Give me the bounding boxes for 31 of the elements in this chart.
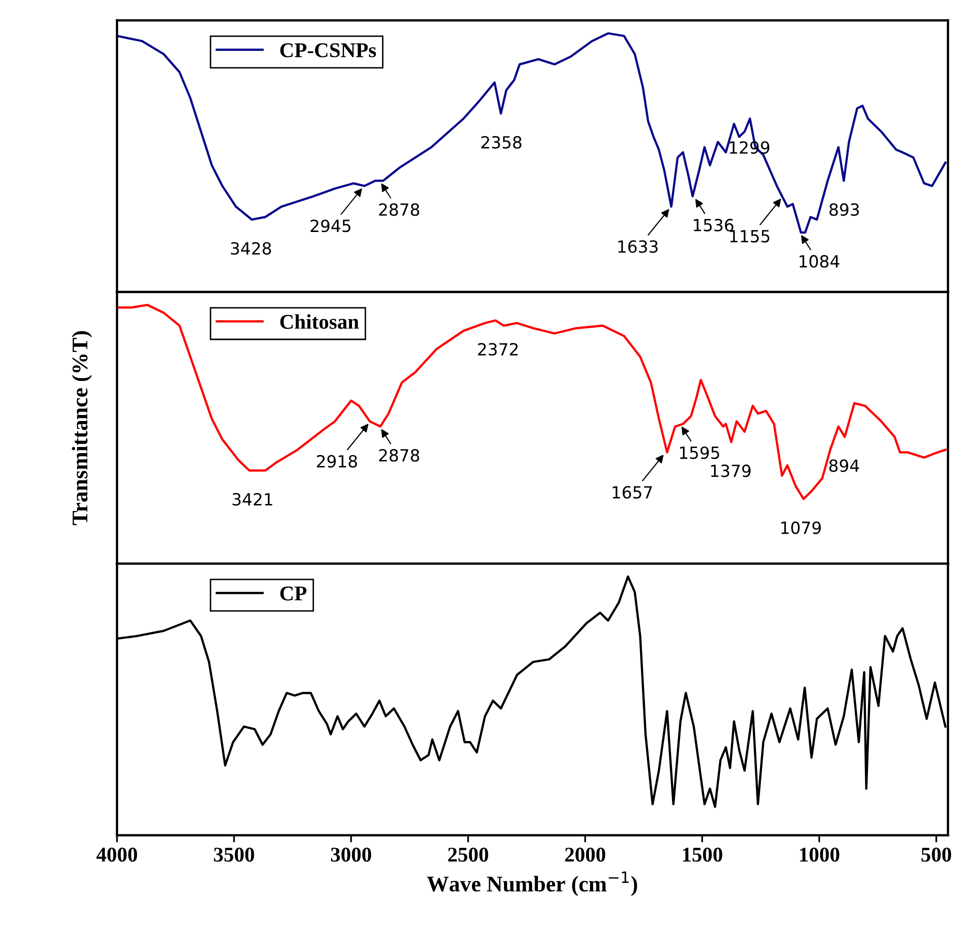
annotation: 1079 bbox=[781, 521, 821, 534]
x-tick-label: 3500 bbox=[214, 848, 254, 862]
legend-label: CP bbox=[280, 586, 306, 601]
annotation: 893 bbox=[830, 203, 859, 216]
annotation: 2372 bbox=[478, 342, 518, 356]
annotation: 1633 bbox=[618, 240, 658, 253]
legend-label: Chitosan bbox=[280, 314, 359, 329]
annotation: 2358 bbox=[481, 136, 522, 149]
annotation: 3428 bbox=[230, 242, 271, 255]
annotation: 3421 bbox=[232, 493, 272, 506]
annotation: 2918 bbox=[316, 454, 358, 468]
annotation: 1595 bbox=[680, 446, 720, 460]
annotation: 2878 bbox=[379, 449, 420, 462]
y-axis-title: Transmittance (%T) bbox=[72, 331, 92, 526]
annotation: 1084 bbox=[800, 255, 840, 268]
x-tick-label: 1500 bbox=[683, 848, 722, 862]
x-tick-label: 4000 bbox=[96, 848, 138, 862]
annotation: 894 bbox=[829, 459, 860, 472]
annotation: 1657 bbox=[612, 486, 652, 499]
x-tick-label: 1000 bbox=[800, 848, 840, 862]
annotation: 1536 bbox=[694, 218, 734, 232]
annotation: 1155 bbox=[730, 230, 770, 243]
annotation: 2878 bbox=[379, 203, 420, 216]
legend-label: CP-CSNPs bbox=[280, 43, 376, 58]
x-tick-label: 2000 bbox=[565, 848, 606, 862]
annotation: 1379 bbox=[711, 464, 751, 478]
x-tick-label: 3000 bbox=[331, 848, 372, 862]
annotation: 2945 bbox=[310, 220, 350, 232]
x-tick-label: 500 bbox=[921, 848, 952, 862]
x-tick-label: 2500 bbox=[448, 848, 488, 862]
x-axis-title: Wave Number (cm$^{−1}$) bbox=[427, 871, 638, 896]
